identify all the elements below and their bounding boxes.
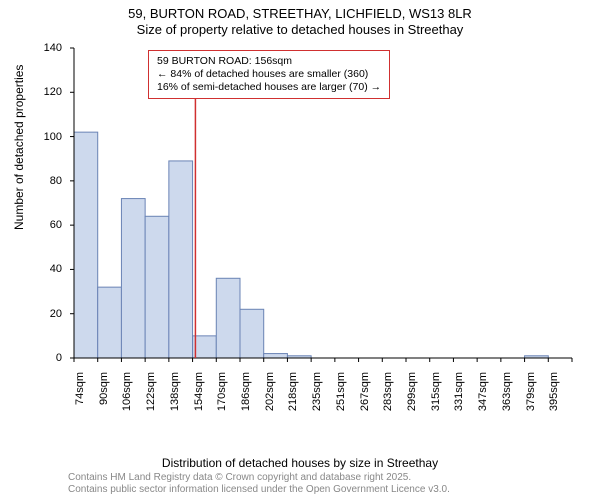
ytick-label: 80 [22, 175, 62, 187]
xtick-label: 154sqm [193, 372, 205, 420]
xtick-label: 363sqm [501, 372, 513, 420]
xtick-label: 235sqm [311, 372, 323, 420]
xtick-label: 251sqm [335, 372, 347, 420]
xtick-label: 283sqm [382, 372, 394, 420]
footer-attribution: Contains HM Land Registry data © Crown c… [68, 472, 450, 496]
xtick-label: 186sqm [240, 372, 252, 420]
ytick-label: 60 [22, 219, 62, 231]
xtick-label: 379sqm [525, 372, 537, 420]
x-axis-label: Distribution of detached houses by size … [0, 456, 600, 470]
callout-box: 59 BURTON ROAD: 156sqm ← 84% of detached… [148, 50, 390, 99]
ytick-label: 120 [22, 86, 62, 98]
callout-line1: 59 BURTON ROAD: 156sqm [157, 55, 381, 68]
histogram-plot [68, 44, 578, 414]
xtick-label: 122sqm [145, 372, 157, 420]
page-title-line2: Size of property relative to detached ho… [0, 22, 600, 38]
ytick-label: 20 [22, 308, 62, 320]
xtick-label: 202sqm [264, 372, 276, 420]
footer-line1: Contains HM Land Registry data © Crown c… [68, 472, 450, 484]
callout-line3: 16% of semi-detached houses are larger (… [157, 81, 381, 94]
xtick-label: 106sqm [121, 372, 133, 420]
chart-area: 020406080100120140 74sqm90sqm106sqm122sq… [68, 44, 578, 414]
xtick-label: 331sqm [453, 372, 465, 420]
xtick-label: 90sqm [98, 372, 110, 420]
ytick-label: 0 [22, 352, 62, 364]
xtick-label: 315sqm [430, 372, 442, 420]
xtick-label: 74sqm [74, 372, 86, 420]
ytick-label: 100 [22, 131, 62, 143]
xtick-label: 218sqm [287, 372, 299, 420]
xtick-label: 395sqm [548, 372, 560, 420]
callout-line2: ← 84% of detached houses are smaller (36… [157, 68, 381, 81]
xtick-label: 267sqm [359, 372, 371, 420]
xtick-label: 138sqm [169, 372, 181, 420]
page-title-line1: 59, BURTON ROAD, STREETHAY, LICHFIELD, W… [0, 6, 600, 22]
xtick-label: 170sqm [216, 372, 228, 420]
footer-line2: Contains public sector information licen… [68, 484, 450, 496]
xtick-label: 299sqm [406, 372, 418, 420]
ytick-label: 40 [22, 263, 62, 275]
ytick-label: 140 [22, 42, 62, 54]
xtick-label: 347sqm [477, 372, 489, 420]
